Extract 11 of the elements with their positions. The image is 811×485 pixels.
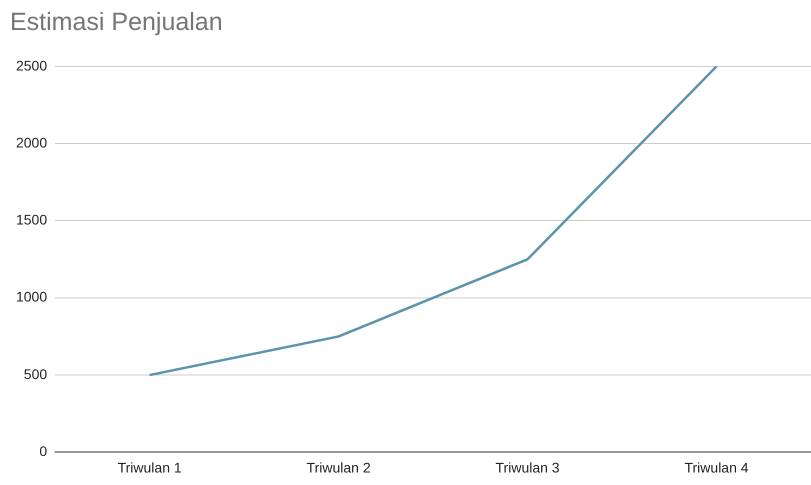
chart-title: Estimasi Penjualan <box>10 8 223 37</box>
y-tick-label: 0 <box>39 443 48 460</box>
x-tick-label: Triwulan 1 <box>118 459 182 476</box>
x-tick-label: Triwulan 3 <box>496 459 560 476</box>
x-tick-label: Triwulan 2 <box>306 459 371 476</box>
y-tick-label: 2000 <box>16 134 48 150</box>
x-tick-label: Triwulan 4 <box>684 459 749 476</box>
y-tick-label: 1500 <box>16 212 48 228</box>
y-tick-label: 2500 <box>16 57 48 74</box>
y-tick-label: 500 <box>24 366 48 382</box>
y-tick-label: 1000 <box>16 288 48 305</box>
